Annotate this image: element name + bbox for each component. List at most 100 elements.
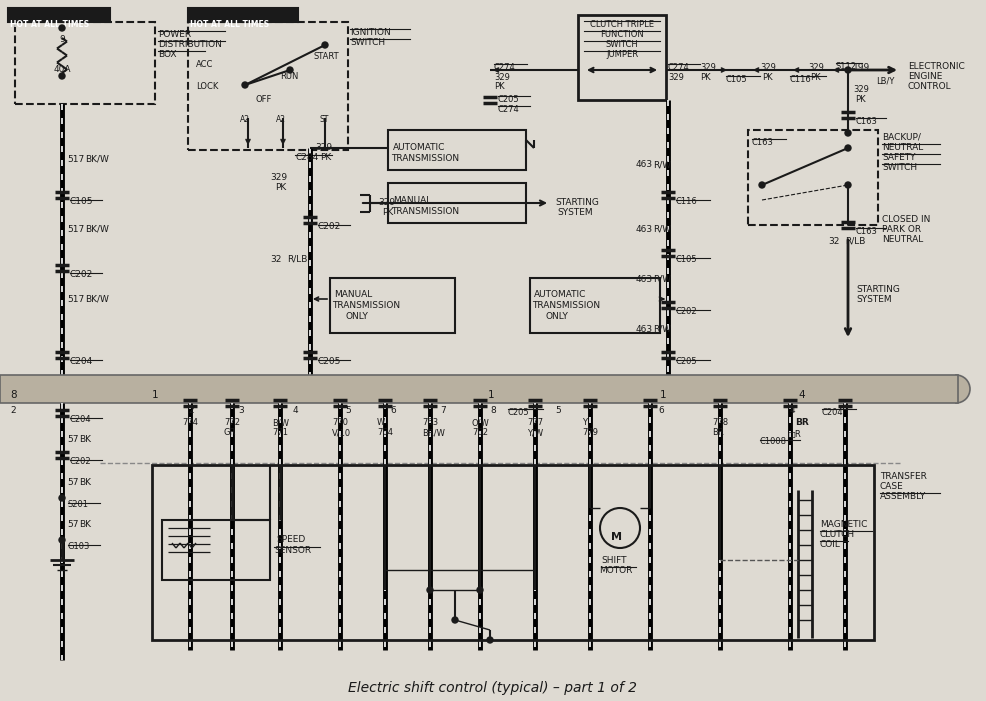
Text: 1: 1 xyxy=(152,390,159,400)
Bar xyxy=(330,278,455,333)
Text: A2: A2 xyxy=(276,115,286,124)
Text: PK: PK xyxy=(494,82,505,91)
Text: 6: 6 xyxy=(658,406,664,415)
Text: 763: 763 xyxy=(422,418,438,427)
Text: C163: C163 xyxy=(856,117,878,126)
Text: BK/W: BK/W xyxy=(85,155,108,164)
Text: 6: 6 xyxy=(390,406,395,415)
Circle shape xyxy=(452,617,458,623)
Text: 8: 8 xyxy=(10,390,17,400)
Text: R/W: R/W xyxy=(653,275,671,284)
Text: BK/W: BK/W xyxy=(85,295,108,304)
Text: S201: S201 xyxy=(68,500,89,509)
Bar xyxy=(162,520,270,580)
Bar xyxy=(388,130,526,170)
Text: OFF: OFF xyxy=(255,95,271,104)
Text: 329: 329 xyxy=(494,73,510,82)
Text: 1: 1 xyxy=(488,390,495,400)
Text: PARK OR: PARK OR xyxy=(882,225,921,234)
Text: C1008: C1008 xyxy=(760,437,787,446)
Text: PK: PK xyxy=(810,73,820,82)
Text: 517: 517 xyxy=(67,225,84,234)
Circle shape xyxy=(845,67,851,73)
Text: ONLY: ONLY xyxy=(345,312,368,321)
Text: C202: C202 xyxy=(318,222,341,231)
Text: SWITCH: SWITCH xyxy=(605,40,638,49)
Text: CONTROL: CONTROL xyxy=(908,82,951,91)
Bar xyxy=(15,22,155,104)
Text: V/10: V/10 xyxy=(332,428,351,437)
Text: SENSOR: SENSOR xyxy=(274,546,312,555)
Text: BR: BR xyxy=(712,428,724,437)
Bar xyxy=(8,8,110,22)
Text: R/W: R/W xyxy=(653,325,671,334)
Text: C202: C202 xyxy=(70,457,92,466)
Text: RUN: RUN xyxy=(280,72,299,81)
Text: ONLY: ONLY xyxy=(545,312,568,321)
Text: LOCK: LOCK xyxy=(196,82,218,91)
Bar xyxy=(748,130,878,225)
Text: C274: C274 xyxy=(498,105,520,114)
Text: C105: C105 xyxy=(726,75,747,84)
Circle shape xyxy=(487,637,493,643)
Text: PK: PK xyxy=(762,73,773,82)
Text: JUMPER: JUMPER xyxy=(606,50,638,59)
Text: 329: 329 xyxy=(315,143,332,152)
Circle shape xyxy=(845,130,851,136)
Text: PK: PK xyxy=(275,183,286,192)
Text: FUNCTION: FUNCTION xyxy=(600,30,644,39)
Text: 329: 329 xyxy=(700,63,716,72)
Text: C202: C202 xyxy=(676,307,698,316)
Text: 463: 463 xyxy=(636,160,653,169)
Text: 517: 517 xyxy=(67,295,84,304)
Text: STARTING: STARTING xyxy=(555,198,599,207)
Text: C274: C274 xyxy=(668,63,690,72)
Text: 329: 329 xyxy=(853,85,869,94)
Text: PK: PK xyxy=(855,95,866,104)
Text: B/W: B/W xyxy=(272,418,289,427)
Text: BR/W: BR/W xyxy=(422,428,445,437)
Text: HOT AT ALL TIMES: HOT AT ALL TIMES xyxy=(10,20,89,29)
Circle shape xyxy=(759,182,765,188)
Text: 4: 4 xyxy=(293,406,299,415)
Text: 4: 4 xyxy=(790,406,796,415)
Text: BR: BR xyxy=(795,418,809,427)
Text: 463: 463 xyxy=(636,325,653,334)
Text: 779: 779 xyxy=(582,428,598,437)
Text: CLOSED IN: CLOSED IN xyxy=(882,215,931,224)
Text: 772: 772 xyxy=(224,418,240,427)
Circle shape xyxy=(59,73,65,79)
Text: 1: 1 xyxy=(660,390,667,400)
Text: COIL: COIL xyxy=(820,540,841,549)
Text: TRANSMISSION: TRANSMISSION xyxy=(391,154,459,163)
Text: C105: C105 xyxy=(676,255,698,264)
Text: LB/Y: LB/Y xyxy=(876,77,894,86)
Text: C205: C205 xyxy=(508,408,529,417)
Text: C204: C204 xyxy=(70,357,94,366)
Text: 40A: 40A xyxy=(53,65,71,74)
Bar xyxy=(578,15,666,100)
Text: NEUTRAL: NEUTRAL xyxy=(882,143,923,152)
Text: 329: 329 xyxy=(378,198,395,207)
Bar xyxy=(0,375,958,403)
Text: DISTRIBUTION: DISTRIBUTION xyxy=(158,40,222,49)
Text: TRANSMISSION: TRANSMISSION xyxy=(532,301,600,310)
Text: 764: 764 xyxy=(377,428,393,437)
Text: 329: 329 xyxy=(270,173,287,182)
Text: C205: C205 xyxy=(676,357,698,366)
Text: MANUAL: MANUAL xyxy=(334,290,373,299)
Text: C274: C274 xyxy=(494,63,516,72)
Text: Y: Y xyxy=(582,418,587,427)
Text: MAGNETIC: MAGNETIC xyxy=(820,520,868,529)
Circle shape xyxy=(59,537,65,543)
Text: BOX: BOX xyxy=(158,50,176,59)
Text: 5: 5 xyxy=(345,406,351,415)
Text: SHIFT: SHIFT xyxy=(601,556,626,565)
Text: SYSTEM: SYSTEM xyxy=(856,295,891,304)
Text: 32: 32 xyxy=(270,255,281,264)
Text: S112: S112 xyxy=(836,62,857,71)
Text: C202: C202 xyxy=(70,270,94,279)
Text: C284: C284 xyxy=(295,153,318,162)
Bar xyxy=(188,22,348,150)
Text: ACC: ACC xyxy=(196,60,213,69)
